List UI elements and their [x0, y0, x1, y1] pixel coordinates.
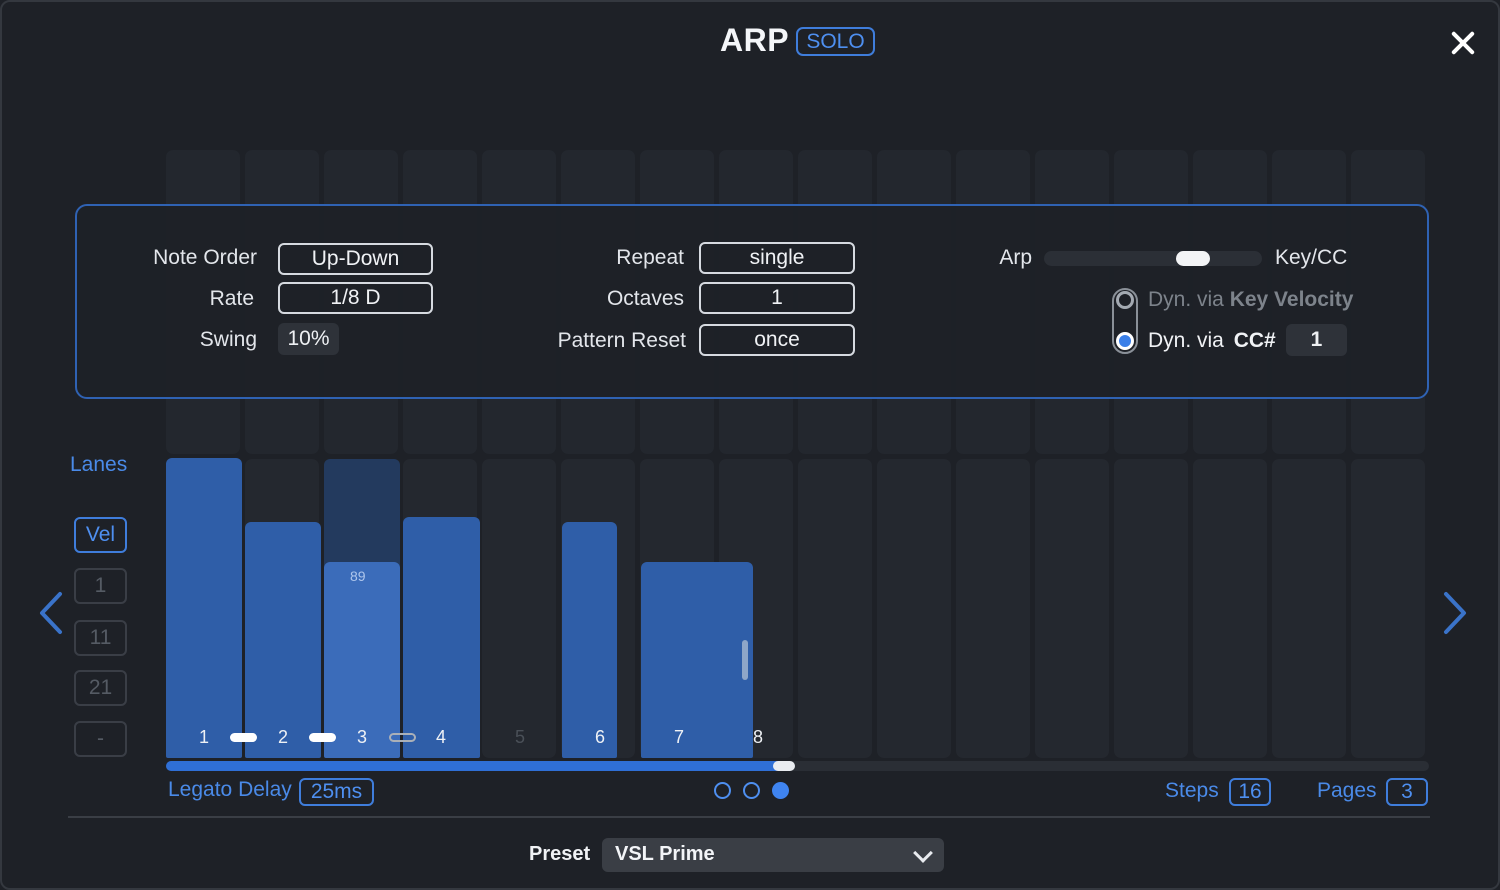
lanes-title: Lanes	[70, 453, 128, 476]
preset-label: Preset	[529, 843, 591, 865]
step-length-handle[interactable]	[742, 640, 748, 680]
page-dot-3[interactable]	[772, 782, 789, 799]
pages-value[interactable]: 3	[1386, 778, 1428, 806]
step-number: 3	[356, 727, 367, 747]
arp-mode-label: Arp	[999, 246, 1032, 269]
keycc-mode-label: Key/CC	[1275, 246, 1348, 269]
repeat-label: Repeat	[616, 246, 684, 269]
slider-knob[interactable]	[1176, 251, 1210, 266]
note-order-select[interactable]: Up-Down	[278, 243, 433, 275]
page-dot-2[interactable]	[743, 782, 760, 799]
step-number: 8	[752, 727, 763, 747]
step-column[interactable]	[798, 459, 872, 758]
step-progress-handle[interactable]	[773, 761, 795, 771]
repeat-select[interactable]: single	[699, 242, 855, 274]
rate-select[interactable]: 1/8 D	[278, 282, 433, 314]
lane-11[interactable]: 11	[74, 620, 127, 656]
step-progress-fill	[166, 761, 785, 771]
dyn-key-velocity-label: Dyn. via Key Velocity	[1148, 288, 1353, 312]
step-column[interactable]	[482, 459, 556, 758]
octaves-label: Octaves	[606, 287, 684, 310]
step-column[interactable]	[877, 459, 951, 758]
step-column[interactable]	[956, 459, 1030, 758]
dyn-cc-bold: CC#	[1233, 329, 1276, 352]
page-dot-1[interactable]	[714, 782, 731, 799]
dyn-cc-radio[interactable]	[1116, 332, 1134, 350]
steps-label: Steps	[1165, 779, 1219, 802]
arp-settings-panel	[75, 204, 1429, 399]
legato-delay-label: Legato Delay	[168, 778, 292, 801]
swing-input[interactable]: 10%	[278, 323, 339, 355]
lane-empty[interactable]: -	[74, 721, 127, 757]
lane-1[interactable]: 1	[74, 568, 127, 604]
cc-number-input[interactable]: 1	[1286, 324, 1347, 356]
solo-button[interactable]: SOLO	[796, 27, 875, 56]
footer-divider	[68, 816, 1430, 818]
step-column[interactable]	[1035, 459, 1109, 758]
chevron-down-icon	[913, 843, 933, 863]
step-bar-4[interactable]	[403, 517, 480, 758]
step-number: 6	[594, 727, 605, 747]
step-column[interactable]	[1351, 459, 1425, 758]
swing-label: Swing	[199, 328, 257, 351]
rate-label: Rate	[209, 287, 254, 310]
preset-value: VSL Prime	[615, 843, 715, 865]
step-bar-1[interactable]	[166, 458, 242, 758]
tie-toggle-3-4[interactable]	[389, 733, 416, 742]
step-number: 7	[673, 727, 684, 747]
close-icon[interactable]	[1446, 26, 1480, 60]
dyn-key-velocity-radio[interactable]	[1116, 291, 1134, 309]
dyn-cc-label: Dyn. via CC#	[1148, 329, 1276, 353]
step-progress-track[interactable]	[166, 761, 1429, 771]
chevron-right-icon[interactable]	[1434, 590, 1474, 636]
step-number: 1	[198, 727, 209, 747]
octaves-select[interactable]: 1	[699, 282, 855, 314]
dyn-cc-prefix: Dyn. via	[1148, 329, 1230, 352]
tie-toggle-1-2[interactable]	[230, 733, 257, 742]
pages-label: Pages	[1317, 779, 1377, 802]
lane-vel[interactable]: Vel	[74, 517, 127, 553]
tie-toggle-2-3[interactable]	[309, 733, 336, 742]
pattern-reset-label: Pattern Reset	[557, 329, 686, 352]
step-number: 2	[277, 727, 288, 747]
step-bar-3[interactable]	[324, 562, 400, 758]
dyn-key-bold: Key Velocity	[1229, 288, 1354, 311]
arp-keycc-slider[interactable]	[1044, 251, 1262, 266]
step-bar-7[interactable]	[641, 562, 753, 758]
preset-dropdown[interactable]: VSL Prime	[602, 838, 944, 872]
step-number: 5	[514, 727, 525, 747]
chevron-left-icon[interactable]	[32, 590, 72, 636]
step-bar-6[interactable]	[562, 522, 617, 758]
pattern-reset-select[interactable]: once	[699, 324, 855, 356]
legato-delay-value[interactable]: 25ms	[299, 778, 374, 806]
dyn-key-prefix: Dyn. via	[1148, 288, 1230, 311]
step-column[interactable]	[1193, 459, 1267, 758]
note-order-label: Note Order	[153, 246, 257, 269]
step-bar-3-ghost	[324, 459, 400, 569]
window-title: ARP	[720, 22, 790, 58]
dyn-radio-group	[1112, 288, 1138, 354]
velocity-value-label: 89	[350, 568, 366, 584]
step-number: 4	[435, 727, 446, 747]
step-column[interactable]	[1272, 459, 1346, 758]
step-column[interactable]	[1114, 459, 1188, 758]
lane-21[interactable]: 21	[74, 670, 127, 706]
step-bar-2[interactable]	[245, 522, 321, 758]
steps-value[interactable]: 16	[1229, 778, 1271, 806]
